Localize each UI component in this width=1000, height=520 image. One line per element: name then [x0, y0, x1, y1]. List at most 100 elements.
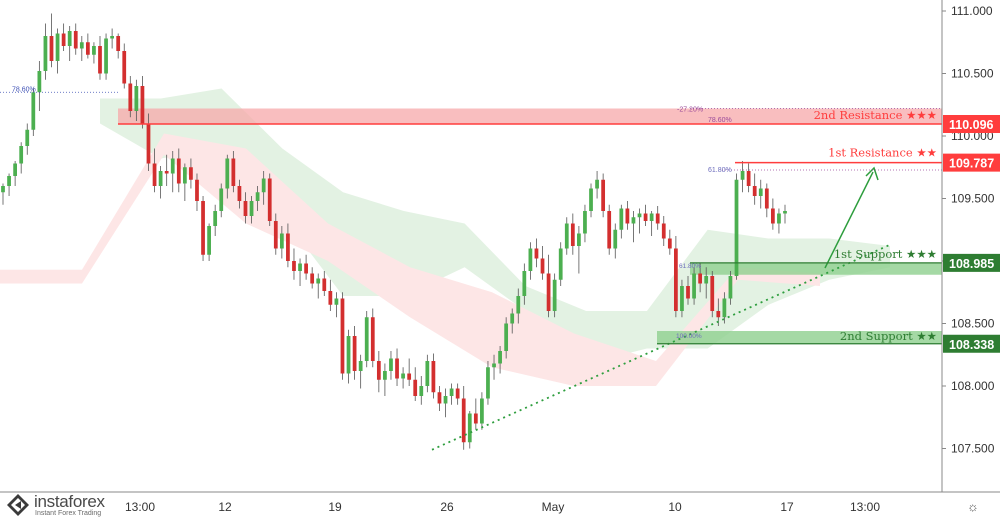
support-1-zone	[690, 262, 942, 275]
candle-body	[43, 36, 48, 71]
candle-body	[25, 129, 30, 146]
candle-body	[1, 186, 5, 193]
candle-body	[279, 233, 284, 249]
candle-body	[443, 396, 448, 404]
candle-body	[98, 46, 102, 74]
candle-body	[552, 279, 557, 311]
trendline-group	[431, 166, 891, 451]
candle-body	[376, 361, 381, 380]
candle-body	[352, 336, 357, 371]
candle-body	[607, 211, 612, 249]
resistance-1-label: 1st Resistance ★★	[828, 146, 937, 160]
candle-body	[61, 33, 66, 46]
candle-body	[31, 92, 36, 130]
candle-body	[146, 123, 151, 164]
candle-body	[728, 276, 733, 299]
fib-left-label: 78.60%	[12, 86, 36, 93]
candle-body	[740, 171, 745, 180]
candle-body	[674, 248, 678, 311]
candle-body	[401, 373, 405, 379]
fib-support-2-label: 100.00%	[676, 333, 702, 340]
resistance-2-label: 2nd Resistance ★★★	[814, 108, 937, 122]
projection-arrow-head	[865, 166, 879, 181]
candle-body	[292, 261, 296, 271]
candle-body	[73, 31, 78, 49]
price-tag	[943, 153, 1000, 172]
candle-body	[358, 361, 363, 371]
projection-arrow-line	[824, 171, 874, 269]
candle-body	[164, 171, 169, 174]
candle-body	[267, 178, 272, 221]
candle-body	[49, 36, 54, 61]
candle-body	[534, 248, 539, 259]
x-tick-label: 26	[440, 500, 454, 514]
candle-body	[273, 221, 278, 249]
candle-body	[498, 351, 502, 364]
candle-body	[310, 273, 315, 284]
candle-body	[473, 413, 478, 424]
candle-body	[758, 188, 763, 196]
price-tag	[943, 334, 1000, 353]
candle-body	[225, 158, 230, 189]
price-tag-label: 110.096	[949, 118, 994, 132]
candle-body	[140, 86, 145, 124]
y-tick-label: 111.000	[951, 4, 993, 18]
brand-tagline: Instant Forex Trading	[35, 510, 102, 517]
candle-body	[19, 146, 24, 164]
candle-body	[116, 36, 121, 51]
candle-body	[389, 358, 393, 371]
candle-body	[680, 286, 684, 311]
candle-body	[286, 233, 290, 261]
candle-body	[734, 179, 739, 276]
candle-body	[328, 291, 333, 305]
candle-body	[716, 311, 721, 318]
candle-body	[152, 163, 157, 186]
candle-body	[558, 248, 563, 280]
candle-body	[304, 263, 308, 274]
candle-body	[516, 296, 521, 314]
candle-body	[661, 223, 666, 239]
candle-body	[540, 258, 545, 274]
candle-body	[510, 313, 515, 324]
fib-786-label: 78.60%	[708, 117, 732, 124]
candle-body	[583, 211, 587, 234]
candle-body	[219, 188, 224, 211]
candle-body	[249, 201, 254, 216]
candle-body	[237, 186, 242, 201]
candle-body	[504, 323, 509, 351]
candle-body	[722, 298, 727, 318]
candle-body	[55, 33, 60, 61]
candle-body	[201, 201, 205, 255]
candle-body	[395, 358, 399, 379]
x-tick-label: 13:00	[125, 500, 155, 514]
candle-body	[425, 361, 430, 386]
price-tag	[943, 253, 1000, 272]
candle-body	[486, 367, 490, 399]
candle-body	[170, 158, 175, 174]
candle-body	[589, 188, 593, 211]
y-tick-label: 110.500	[951, 67, 994, 81]
candle-body	[104, 38, 108, 74]
gear-icon[interactable]: ☼	[967, 499, 979, 514]
candle-body	[752, 186, 757, 196]
x-tick-label: 17	[780, 500, 794, 514]
x-tick-label: May	[542, 500, 565, 514]
candle-body	[449, 388, 454, 396]
candle-body	[255, 192, 260, 201]
logo-mark-icon	[7, 494, 29, 516]
x-tick-label: 19	[328, 500, 342, 514]
y-tick-label: 107.500	[951, 442, 995, 456]
candle-body	[698, 273, 703, 284]
candle-body	[346, 336, 351, 374]
candle-body	[419, 386, 424, 396]
candle-body	[298, 263, 302, 271]
candle-body	[746, 171, 751, 186]
candle-body	[158, 171, 163, 186]
candle-body	[546, 273, 551, 311]
level-zones	[118, 108, 942, 344]
support-2-label: 2nd Support ★★	[840, 329, 937, 343]
price-tag	[943, 115, 1000, 133]
